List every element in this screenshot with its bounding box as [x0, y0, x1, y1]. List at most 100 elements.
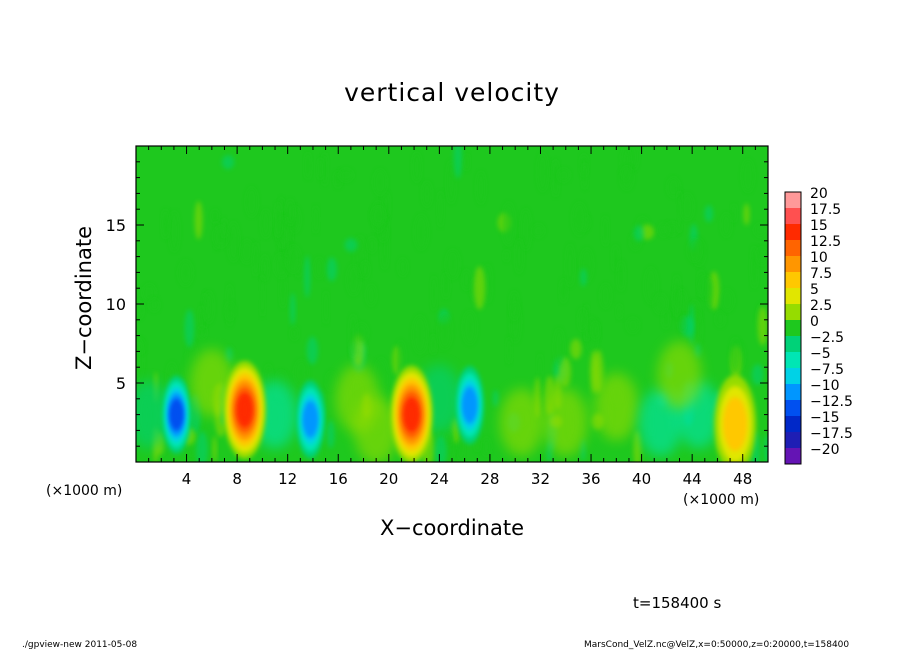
texture-mark	[743, 203, 750, 226]
velocity-features	[162, 360, 757, 462]
colorbar-label: −20	[810, 442, 840, 458]
texture-mark	[681, 193, 694, 221]
texture-mark	[371, 206, 385, 225]
x-tick-label: 4	[182, 470, 192, 488]
texture-mark	[662, 309, 670, 329]
texture-mark	[438, 313, 452, 349]
colorbar-label: 10	[810, 250, 828, 266]
texture-mark	[431, 275, 437, 312]
texture-mark	[162, 209, 169, 239]
texture-mark	[149, 298, 160, 312]
colorbar-label: 12.5	[810, 234, 841, 250]
texture-mark	[757, 306, 768, 346]
texture-mark	[612, 244, 619, 272]
texture-mark	[286, 245, 301, 273]
texture-mark	[673, 274, 680, 317]
colorbar-swatch	[785, 336, 801, 353]
x-tick-label: 24	[430, 470, 449, 488]
texture-mark	[677, 190, 682, 234]
texture-mark	[382, 192, 390, 218]
texture-mark	[602, 215, 609, 247]
texture-mark	[198, 326, 207, 340]
x-tick-label: 20	[379, 470, 398, 488]
texture-mark	[580, 268, 587, 287]
texture-mark	[349, 314, 357, 358]
texture-mark	[751, 246, 758, 289]
texture-mark	[463, 310, 477, 345]
texture-mark	[414, 214, 428, 250]
texture-mark	[422, 181, 432, 207]
colorbar-label: −15	[810, 410, 840, 426]
texture-mark	[339, 169, 353, 182]
velocity-field-texture	[136, 146, 768, 462]
texture-mark	[751, 364, 764, 386]
texture-mark	[502, 202, 515, 246]
x-unit-label-left: (×1000 m)	[46, 483, 123, 499]
colorbar-swatch	[785, 224, 801, 241]
texture-mark	[322, 152, 328, 187]
x-tick-label: 28	[480, 470, 499, 488]
texture-mark	[667, 177, 680, 197]
colorbar-swatch	[785, 368, 801, 385]
texture-mark	[290, 292, 296, 326]
texture-mark	[633, 225, 645, 242]
texture-mark	[532, 224, 544, 237]
velocity-feature	[455, 366, 484, 445]
colorbar-label: −12.5	[810, 394, 853, 410]
chart-title: vertical velocity	[344, 78, 560, 107]
texture-mark	[558, 168, 570, 182]
texture-mark	[453, 146, 463, 179]
colorbar-label: −10	[810, 378, 840, 394]
texture-mark	[211, 209, 219, 223]
texture-mark	[476, 171, 486, 204]
colorbar-label: −17.5	[810, 426, 853, 442]
texture-mark	[658, 223, 669, 237]
texture-mark	[483, 264, 492, 304]
texture-mark	[754, 223, 766, 237]
texture-mark	[704, 205, 714, 223]
texture-mark	[280, 271, 286, 309]
texture-mark	[143, 284, 156, 302]
colorbar-swatch	[785, 288, 801, 305]
texture-mark	[286, 199, 294, 226]
texture-mark	[361, 261, 370, 278]
texture-mark	[716, 311, 725, 327]
colorbar-swatch	[785, 272, 801, 289]
texture-mark	[570, 338, 582, 360]
x-tick-label: 8	[232, 470, 242, 488]
texture-mark	[594, 372, 639, 441]
colorbar-swatch	[785, 208, 801, 225]
velocity-feature	[223, 360, 266, 459]
texture-mark	[742, 159, 754, 193]
texture-mark	[687, 238, 702, 262]
texture-mark	[654, 294, 668, 314]
texture-mark	[198, 305, 204, 331]
texture-mark	[537, 152, 548, 192]
texture-mark	[506, 337, 512, 364]
texture-mark	[756, 247, 768, 266]
texture-mark	[290, 326, 299, 340]
texture-mark	[136, 301, 143, 320]
colorbar-swatch	[785, 256, 801, 273]
texture-mark	[253, 242, 259, 277]
texture-mark	[430, 333, 436, 355]
y-tick-label: 15	[106, 216, 126, 235]
time-annotation: t=158400 s	[633, 594, 722, 612]
texture-mark	[617, 260, 625, 292]
velocity-feature	[162, 375, 191, 454]
colorbar-label: 15	[810, 218, 828, 234]
footer-program-info: ./gpview-new 2011-05-08	[22, 640, 138, 650]
texture-mark	[413, 315, 427, 354]
texture-mark	[318, 157, 324, 180]
texture-mark	[616, 303, 622, 320]
texture-mark	[323, 290, 329, 325]
texture-mark	[558, 357, 572, 388]
colorbar-label: 7.5	[810, 266, 832, 282]
texture-mark	[510, 291, 519, 320]
x-tick-label: 48	[733, 470, 752, 488]
texture-mark	[620, 166, 633, 190]
texture-mark	[627, 318, 639, 333]
texture-mark	[504, 249, 510, 262]
